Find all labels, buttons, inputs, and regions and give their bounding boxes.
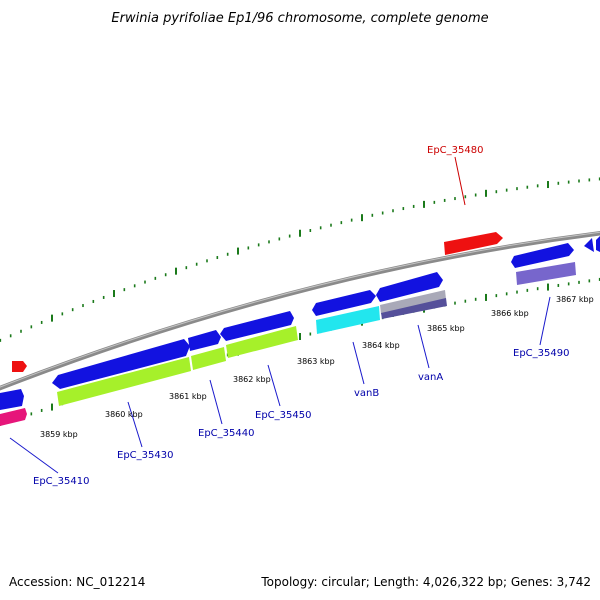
gene-epc-35430[interactable] [52,339,190,389]
gene-label-epc-35440[interactable]: EpC_35440 [198,428,254,439]
gene-labels: EpC_35410 EpC_35430 EpC_35440 EpC_35450 … [33,145,569,487]
gene-label-epc-35410[interactable]: EpC_35410 [33,476,89,487]
leader-epc-35440 [209,379,223,425]
gene-vana[interactable] [376,272,443,302]
cds-green-1[interactable] [57,357,191,406]
outer-tick-ruler [0,177,600,342]
tick-label-3867: 3867 kbp [556,295,594,304]
axis-tick-labels: 3859 kbp 3860 kbp 3861 kbp 3862 kbp 3863… [40,295,594,439]
gene-label-epc-35490[interactable]: EpC_35490 [513,348,569,359]
gene-epc-35490[interactable] [511,243,574,268]
gene-epc-35450[interactable] [220,311,294,341]
feature-red-small-left[interactable] [12,361,27,372]
genome-backbone [0,231,600,391]
accession-text: Accession: NC_012214 [9,575,145,589]
feature-magenta-left-edge[interactable] [0,408,27,426]
gene-label-epc-35450[interactable]: EpC_35450 [255,410,311,421]
gene-epc-35480[interactable] [444,232,503,255]
gene-vanb[interactable] [312,290,376,316]
gene-label-epc-35430[interactable]: EpC_35430 [117,450,173,461]
leader-epc-35490 [539,296,551,346]
leader-epc-35480 [454,156,466,206]
feature-blue-left-edge[interactable] [0,389,24,410]
leader-vana [417,324,430,369]
leader-epc-35450 [267,364,281,407]
leader-vanb [352,341,365,385]
gene-label-epc-35480[interactable]: EpC_35480 [427,145,483,156]
tick-label-3862: 3862 kbp [233,375,271,384]
leader-epc-35430 [127,401,143,448]
cds-vana-grey[interactable] [380,290,446,314]
tick-label-3859: 3859 kbp [40,430,78,439]
tick-label-3860: 3860 kbp [105,410,143,419]
cds-epc-35490[interactable] [516,262,576,285]
feature-right-edge-a[interactable] [584,238,594,252]
cds-vana-purple[interactable] [381,298,447,319]
gene-label-vanb[interactable]: vanB [354,388,379,399]
tick-label-3866: 3866 kbp [491,309,529,318]
cds-green-2[interactable] [191,347,226,370]
map-title: Erwinia pyrifoliae Ep1/96 chromosome, co… [111,11,488,26]
gene-label-vana[interactable]: vanA [418,372,443,383]
tick-label-3864: 3864 kbp [362,341,400,350]
tick-label-3863: 3863 kbp [297,357,335,366]
tick-label-3865: 3865 kbp [427,324,465,333]
gene-epc-35440[interactable] [188,330,221,351]
genome-summary-text: Topology: circular; Length: 4,026,322 bp… [260,575,591,589]
genome-backbone-highlight [0,231,600,388]
label-leader-lines [9,156,551,474]
cds-green-3[interactable] [226,326,298,358]
feature-right-edge-b[interactable] [596,236,600,252]
cds-vanb[interactable] [316,306,380,334]
tick-label-3861: 3861 kbp [169,392,207,401]
leader-epc-35410 [9,437,59,474]
